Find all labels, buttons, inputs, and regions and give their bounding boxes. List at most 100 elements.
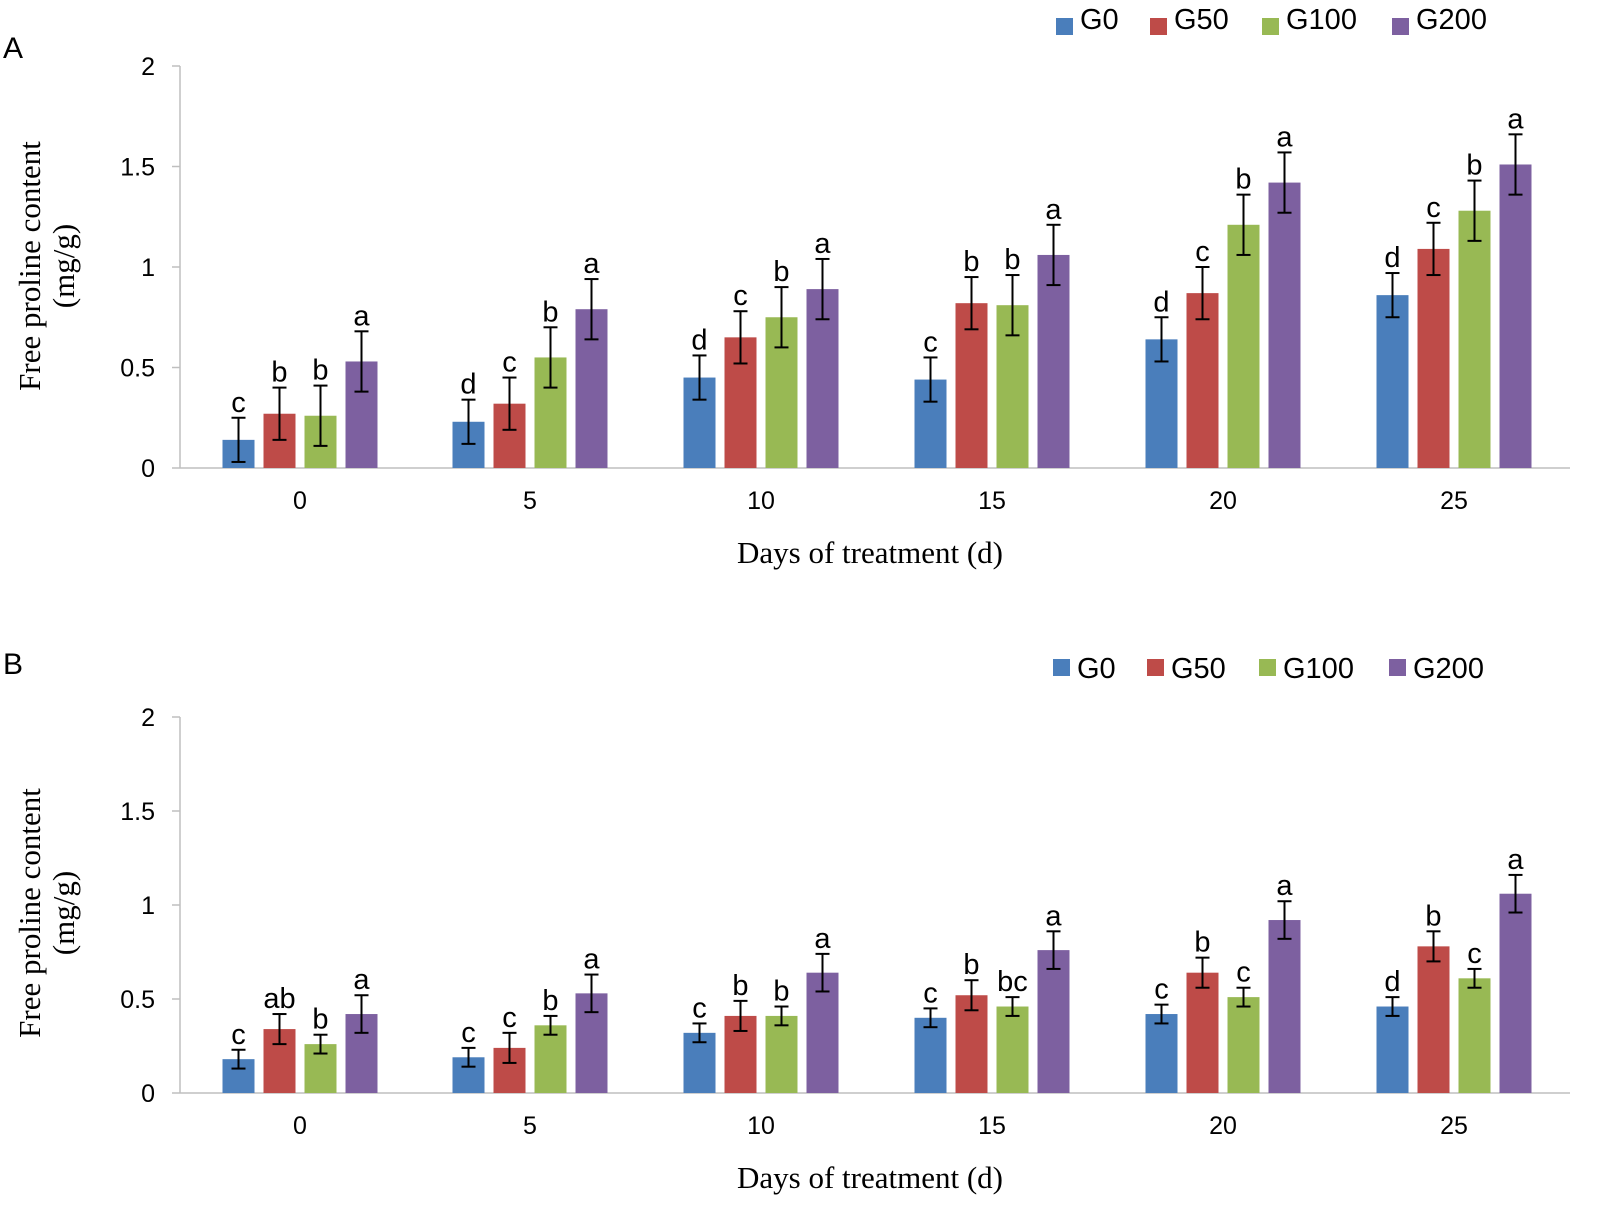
x-tick-label: 10 (747, 1112, 775, 1140)
bar-g200-day-15 (1037, 254, 1070, 468)
significance-label: c (1467, 938, 1482, 970)
legend-swatch-g50 (1147, 659, 1164, 676)
significance-label: a (1276, 870, 1293, 902)
significance-label: b (732, 970, 748, 1002)
panel-label: B (3, 648, 23, 681)
legend-swatch-g50 (1150, 18, 1167, 35)
legend-label-g200: G200 (1413, 653, 1484, 685)
significance-label: a (814, 228, 831, 260)
significance-label: c (1236, 957, 1251, 989)
significance-label: a (353, 964, 370, 996)
significance-label: d (1384, 242, 1400, 274)
significance-label: c (502, 1002, 517, 1034)
legend-swatch-g200 (1389, 659, 1406, 676)
significance-label: a (1276, 121, 1293, 153)
significance-label: b (1004, 244, 1020, 276)
significance-label: c (923, 977, 938, 1009)
bar-g200-day-20 (1268, 182, 1301, 468)
bar-g200-day-15 (1037, 950, 1070, 1093)
significance-label: c (461, 1017, 476, 1049)
y-tick-label: 2 (141, 53, 155, 81)
bar-g100-day-25 (1458, 210, 1491, 468)
x-axis-title: Days of treatment (d) (737, 1160, 1003, 1195)
legend-swatch-g0 (1056, 18, 1073, 35)
x-tick-label: 5 (523, 487, 537, 515)
y-tick-label: 0 (141, 455, 155, 483)
significance-label: b (1194, 927, 1210, 959)
legend: G0 G50 G100 G200 (1053, 653, 1484, 685)
bar-g100-day-20 (1227, 997, 1260, 1093)
significance-label: d (1384, 966, 1400, 998)
significance-label: c (1195, 236, 1210, 268)
bar-g200-day-25 (1499, 164, 1532, 469)
significance-label: c (1154, 974, 1169, 1006)
significance-label: ab (263, 983, 295, 1015)
y-axis-title-line2: (mg/g) (46, 871, 81, 955)
legend-label-g50: G50 (1171, 653, 1226, 685)
y-axis-title: Free proline content(mg/g) (12, 141, 81, 391)
y-tick-label: 1 (141, 892, 155, 920)
significance-label: b (1425, 900, 1441, 932)
panel-label: A (3, 32, 23, 65)
bar-g100-day-20 (1227, 224, 1260, 468)
significance-label: a (1045, 900, 1062, 932)
bar-g100-day-15 (996, 1006, 1029, 1093)
bar-g200-day-20 (1268, 920, 1301, 1093)
y-tick-label: 1 (141, 254, 155, 282)
bar-g100-day-25 (1458, 978, 1491, 1093)
significance-label: a (1045, 194, 1062, 226)
significance-label: c (231, 387, 246, 419)
y-tick-label: 1.5 (120, 154, 155, 182)
x-tick-label: 10 (747, 487, 775, 515)
y-tick-label: 0.5 (120, 986, 155, 1014)
x-tick-label: 15 (978, 1112, 1006, 1140)
significance-label: a (1507, 103, 1524, 135)
significance-label: b (1466, 150, 1482, 182)
significance-label: b (271, 357, 287, 389)
significance-label: a (1507, 844, 1524, 876)
x-tick-label: 25 (1440, 1112, 1468, 1140)
significance-label: a (814, 923, 831, 955)
significance-label: b (1235, 164, 1251, 196)
significance-label: bc (997, 966, 1028, 998)
significance-label: c (923, 326, 938, 358)
y-axis-title-line2: (mg/g) (46, 224, 81, 308)
significance-label: c (692, 992, 707, 1024)
legend-swatch-g0 (1053, 659, 1070, 676)
significance-label: c (1426, 192, 1441, 224)
legend-label-g0: G0 (1077, 653, 1116, 685)
y-axis-title-line1: Free proline content (12, 141, 47, 391)
bar-g200-day-10 (806, 972, 839, 1093)
legend-label-g100: G100 (1283, 653, 1354, 685)
x-tick-label: 20 (1209, 487, 1237, 515)
x-tick-label: 15 (978, 487, 1006, 515)
y-tick-label: 0.5 (120, 355, 155, 383)
significance-label: a (353, 300, 370, 332)
bar-g50-day-15 (955, 995, 988, 1093)
x-tick-label: 20 (1209, 1112, 1237, 1140)
bar-g0-day-20 (1145, 1014, 1178, 1093)
x-tick-label: 0 (293, 1112, 307, 1140)
y-axis-title: Free proline content(mg/g) (12, 788, 81, 1038)
significance-label: b (542, 296, 558, 328)
bar-g0-day-15 (914, 1017, 947, 1093)
significance-label: d (1153, 286, 1169, 318)
legend-label-g0: G0 (1080, 4, 1119, 36)
x-tick-label: 0 (293, 487, 307, 515)
significance-label: c (502, 347, 517, 379)
significance-label: b (963, 246, 979, 278)
legend-label-g50: G50 (1174, 4, 1229, 36)
significance-label: b (312, 355, 328, 387)
significance-label: b (773, 976, 789, 1008)
bar-g50-day-20 (1186, 293, 1219, 468)
y-tick-label: 2 (141, 704, 155, 732)
significance-label: c (733, 280, 748, 312)
bar-g200-day-25 (1499, 893, 1532, 1093)
significance-label: b (963, 949, 979, 981)
legend-label-g200: G200 (1416, 4, 1487, 36)
legend-swatch-g100 (1262, 18, 1279, 35)
significance-label: a (583, 944, 600, 976)
